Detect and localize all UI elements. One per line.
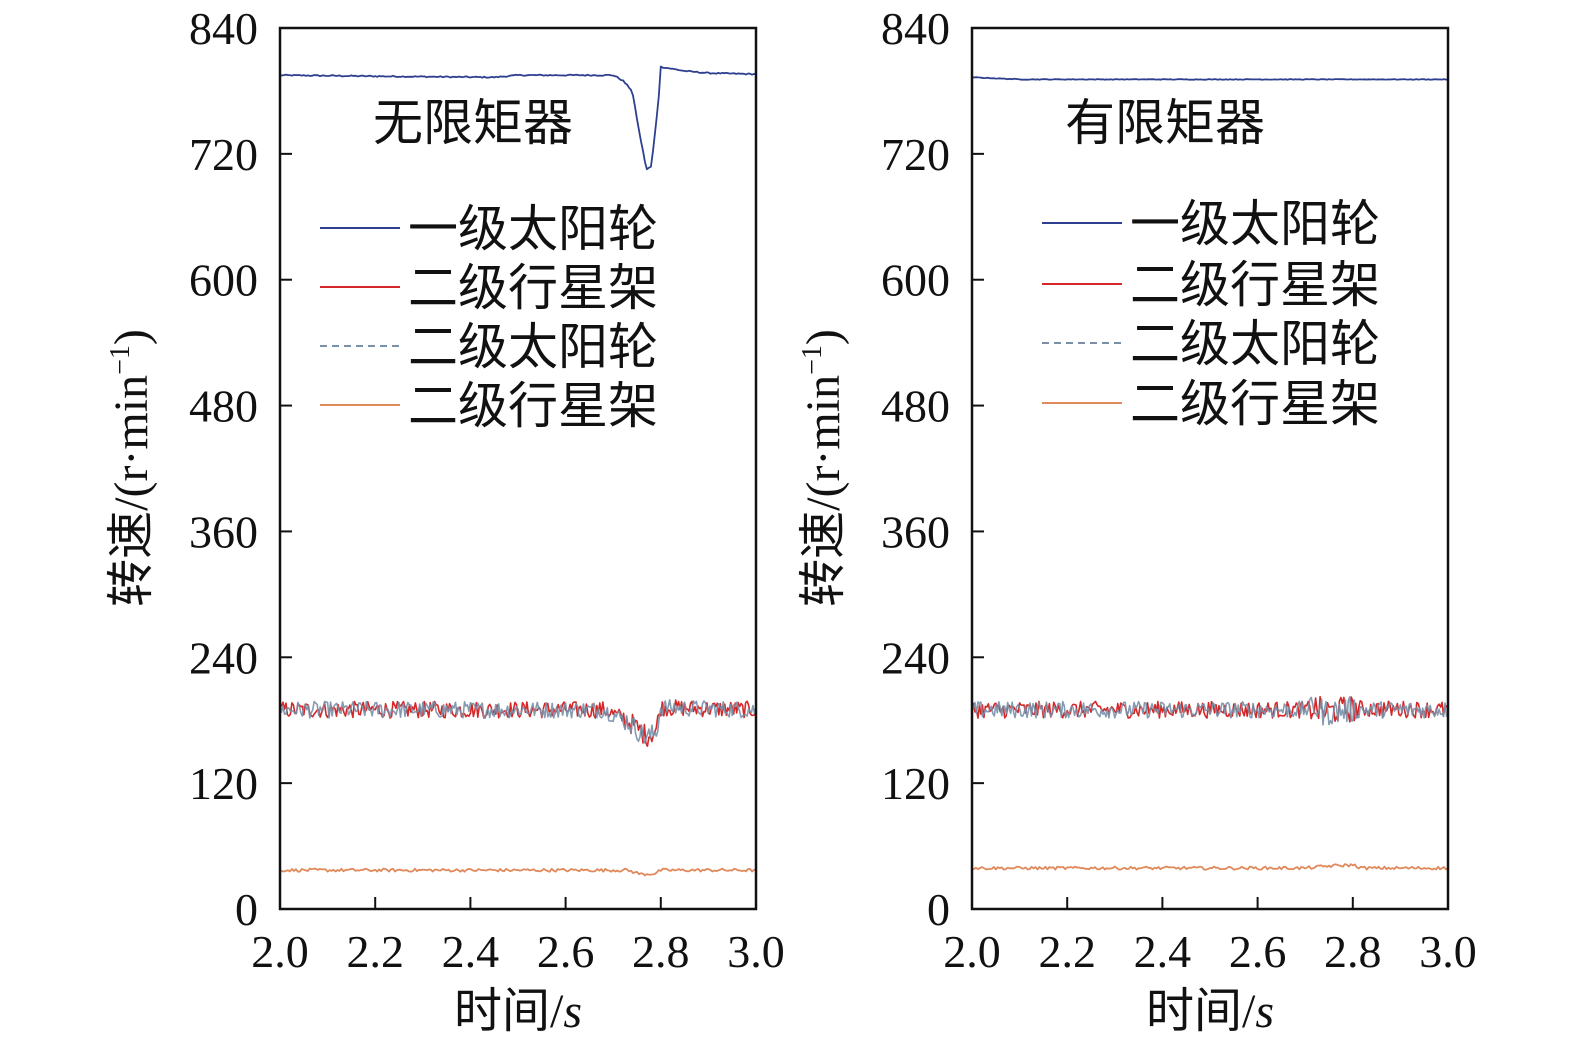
y-tick-label: 0 [927, 884, 950, 935]
y-axis-label: 转速/(r·min−1) [797, 329, 850, 607]
x-tick-label: 2.6 [1229, 926, 1287, 977]
series-line-4 [971, 863, 1449, 871]
x-tick-label: 2.4 [1134, 926, 1192, 977]
panel-title: 无限矩器 [373, 95, 573, 151]
y-axis-label: 转速/(r·min−1) [105, 329, 158, 607]
legend-item-2: 二级行星架 [1042, 257, 1380, 313]
legend-label: 二级行星架 [1130, 376, 1380, 432]
chart-panel-2: 0 120 240 360 480 600 720 840 2.0 2.2 2.4 2.6 2.8 3.0… [797, 3, 1477, 1038]
legend-item-4: 二级行星架 [1042, 376, 1380, 432]
series-line-1 [971, 76, 1449, 81]
x-tick-label: 2.4 [442, 926, 500, 977]
x-axis-label: 时间/s [454, 985, 582, 1038]
x-tick-label: 3.0 [727, 926, 785, 977]
x-axis-label: 时间/s [1146, 985, 1274, 1038]
y-tick-label: 360 [881, 506, 950, 557]
plot-frame [278, 26, 758, 911]
y-tick-label: 600 [189, 255, 258, 306]
legend-item-2: 二级行星架 [320, 260, 658, 316]
legend-label: 二级行星架 [1130, 257, 1380, 313]
y-tick-label: 240 [189, 632, 258, 683]
series-line-2 [279, 699, 757, 748]
legend-item-1: 一级太阳轮 [320, 201, 658, 257]
y-tick-label: 120 [189, 758, 258, 809]
y-tick-label: 840 [881, 3, 950, 54]
legend-item-4: 二级行星架 [320, 378, 658, 434]
x-tick-label: 2.0 [943, 926, 1001, 977]
x-tick-label: 2.6 [537, 926, 595, 977]
x-tick-label: 2.2 [346, 926, 404, 977]
series-line-4 [279, 867, 757, 877]
y-tick-label: 600 [881, 255, 950, 306]
x-tick-label: 3.0 [1419, 926, 1477, 977]
y-tick-label: 480 [881, 381, 950, 432]
y-tick-label: 120 [881, 758, 950, 809]
y-tick-label: 720 [881, 129, 950, 180]
series-line-1 [279, 65, 757, 171]
legend-item-3: 二级太阳轮 [320, 319, 658, 375]
x-tick-label: 2.8 [632, 926, 690, 977]
legend-label: 二级行星架 [408, 378, 658, 434]
y-tick-label: 0 [235, 884, 258, 935]
y-tick-label: 840 [189, 3, 258, 54]
legend-item-1: 一级太阳轮 [1042, 196, 1380, 252]
chart-panel-1: 0 120 240 360 480 600 720 840 2.0 2.2 2.4 2.6 2.8 3.0… [105, 3, 785, 1038]
series-line-3 [279, 698, 757, 744]
plot-frame [970, 26, 1450, 911]
legend-label: 一级太阳轮 [408, 201, 658, 257]
legend-label: 二级太阳轮 [1130, 316, 1380, 372]
x-tick-label: 2.8 [1324, 926, 1382, 977]
legend-label: 一级太阳轮 [1130, 196, 1380, 252]
y-tick-label: 360 [189, 506, 258, 557]
series-line-3 [971, 696, 1449, 726]
legend-label: 二级太阳轮 [408, 319, 658, 375]
y-tick-label: 480 [189, 381, 258, 432]
panel-title: 有限矩器 [1065, 95, 1265, 151]
x-tick-label: 2.2 [1038, 926, 1096, 977]
y-tick-label: 720 [189, 129, 258, 180]
x-tick-label: 2.0 [251, 926, 309, 977]
legend-item-3: 二级太阳轮 [1042, 316, 1380, 372]
y-tick-label: 240 [881, 632, 950, 683]
legend-label: 二级行星架 [408, 260, 658, 316]
